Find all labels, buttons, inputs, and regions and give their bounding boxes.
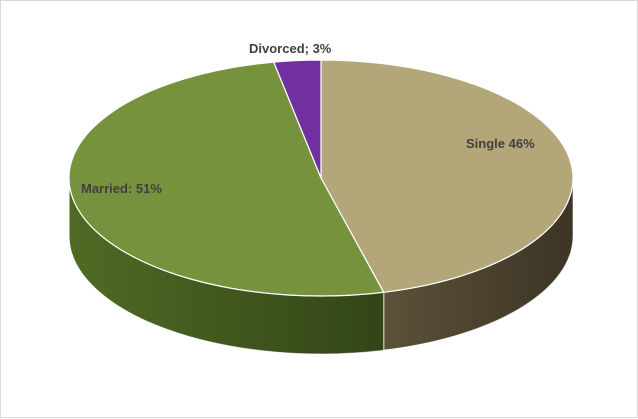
- slice-label-single: Single 46%: [466, 136, 535, 151]
- slice-label-married: Married: 51%: [81, 181, 162, 196]
- slice-married[interactable]: [68, 61, 385, 297]
- slice-label-divorced: Divorced; 3%: [249, 41, 332, 56]
- side-shade-married: [69, 178, 384, 354]
- slice-single[interactable]: [320, 59, 574, 293]
- side-shade-single: [383, 178, 573, 351]
- pie-labels: Single 46% Married: 51% Divorced; 3%: [81, 41, 535, 196]
- pie-slices: [68, 59, 574, 297]
- slice-divorced[interactable]: [272, 59, 322, 179]
